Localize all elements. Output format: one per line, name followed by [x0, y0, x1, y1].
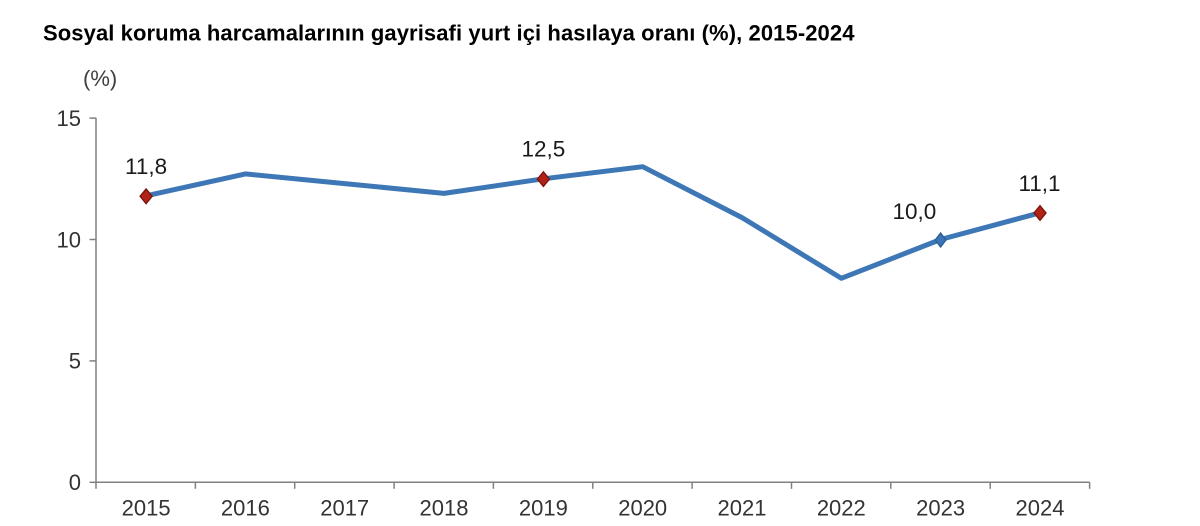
- svg-text:2024: 2024: [1016, 496, 1065, 521]
- svg-text:2017: 2017: [320, 496, 369, 521]
- svg-text:Sosyal koruma harcamalarının g: Sosyal koruma harcamalarının gayrisafi y…: [43, 21, 855, 46]
- svg-text:10,0: 10,0: [893, 199, 937, 224]
- svg-text:2016: 2016: [221, 496, 270, 521]
- svg-text:2019: 2019: [519, 496, 568, 521]
- svg-text:2015: 2015: [122, 496, 171, 521]
- svg-text:5: 5: [69, 349, 81, 374]
- svg-text:2020: 2020: [618, 496, 667, 521]
- svg-text:11,8: 11,8: [125, 154, 167, 179]
- svg-text:10: 10: [57, 227, 81, 252]
- svg-text:2021: 2021: [718, 496, 767, 521]
- svg-text:0: 0: [69, 470, 81, 495]
- svg-text:2018: 2018: [420, 496, 469, 521]
- svg-text:2022: 2022: [817, 496, 866, 521]
- svg-text:2023: 2023: [916, 496, 965, 521]
- svg-text:15: 15: [57, 106, 81, 131]
- svg-text:(%): (%): [83, 66, 117, 91]
- svg-text:11,1: 11,1: [1018, 171, 1060, 196]
- svg-text:12,5: 12,5: [522, 137, 566, 162]
